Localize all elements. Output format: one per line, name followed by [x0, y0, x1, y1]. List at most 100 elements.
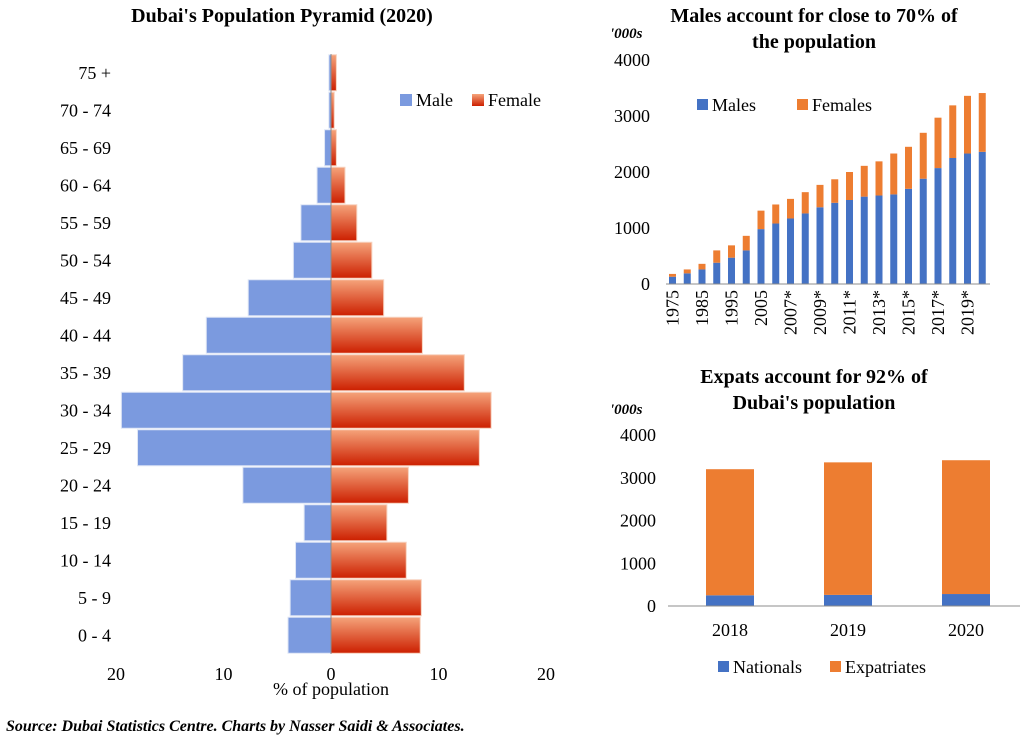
pyramid-female-bar [330, 616, 421, 654]
legend-female-label: Female [488, 90, 541, 110]
legend-females-label: Females [812, 95, 872, 115]
pyramid-age-label: 40 - 44 [60, 325, 111, 345]
ne-y-tick-label: 1000 [620, 553, 656, 573]
mf-males-bar [742, 250, 750, 284]
mf-males-bar [964, 153, 971, 284]
pyramid-age-label: 60 - 64 [60, 175, 111, 195]
pyramid-male-bar [182, 354, 332, 392]
pyramid-female-bar [330, 316, 423, 354]
mf-y-tick-label: 2000 [614, 162, 650, 182]
mf-x-tick-label: 2007* [781, 290, 801, 335]
pyramid-x-tick-label: 10 [430, 664, 448, 684]
pyramid-male-bar [137, 429, 332, 467]
mf-males-bar [787, 218, 794, 284]
ne-x-tick-label: 2020 [948, 620, 984, 640]
mf-bars [669, 93, 986, 284]
legend-males-swatch [697, 99, 708, 110]
ne-expatriates-bar [706, 469, 754, 596]
ne-y-tick-label: 4000 [620, 425, 656, 445]
mf-females-bar [698, 263, 706, 270]
mf-x-tick-label: 2011* [840, 290, 860, 334]
mf-males-bar [831, 202, 839, 284]
pyramid-female-bar [330, 241, 373, 279]
ne-unit-label: '000s [610, 402, 643, 418]
pyramid-female-bar [330, 504, 388, 542]
pyramid-male-bar [247, 279, 332, 317]
source-note: Source: Dubai Statistics Centre. Charts … [6, 718, 465, 735]
pyramid-male-bar [120, 391, 332, 429]
mf-females-bar [949, 105, 957, 158]
mf-females-bar [713, 250, 721, 263]
mf-females-bar [787, 198, 794, 219]
pyramid-age-label: 20 - 24 [60, 475, 111, 495]
pyramid-male-bar [242, 466, 332, 504]
pyramid-male-bar [292, 241, 332, 279]
pyramid-female-bar [330, 391, 492, 429]
mf-females-bar [875, 161, 883, 196]
mf-males-bar [713, 262, 721, 284]
pyramid-male-bar [289, 579, 332, 617]
ne-title-line-1: Expats account for 92% of [700, 366, 928, 388]
legend-female-swatch [472, 94, 484, 106]
pyramid-male-bar [300, 204, 332, 242]
pyramid-age-label: 35 - 39 [60, 363, 111, 383]
pyramid-female-bar [330, 129, 337, 167]
pyramid-x-ticks: 20 10 0 10 20 [107, 664, 555, 684]
pyramid-female-bar [330, 466, 409, 504]
mf-females-bar [919, 132, 927, 179]
pyramid-female-bar [330, 541, 407, 579]
mf-females-bar [978, 93, 986, 152]
ne-y-tick-label: 3000 [620, 468, 656, 488]
mf-x-tick-label: 1975 [663, 290, 683, 326]
pyramid-age-label: 5 - 9 [78, 588, 111, 608]
mf-x-tick-label: 2013* [869, 290, 889, 335]
mf-y-ticks: 0 1000 2000 3000 4000 [614, 50, 650, 294]
pyramid-legend: Male Female [400, 90, 541, 110]
pyramid-female-bar [330, 354, 465, 392]
ne-legend: Nationals Expatriates [718, 657, 926, 677]
ne-x-ticks: 2018 2019 2020 [712, 620, 984, 640]
mf-females-bar [801, 192, 809, 214]
mf-females-bar [905, 146, 912, 189]
mf-y-tick-label: 4000 [614, 50, 650, 70]
mf-females-bar [669, 273, 676, 277]
pyramid-age-label: 50 - 54 [60, 250, 111, 270]
mf-legend: Males Females [697, 95, 872, 115]
ne-title-line-2: Dubai's population [733, 392, 896, 414]
mf-males-bar [683, 273, 691, 284]
pyramid-female-bar [330, 429, 480, 467]
mf-y-tick-label: 1000 [614, 218, 650, 238]
legend-nationals-swatch [718, 661, 729, 672]
mf-x-ticks: 1975 1985 1995 2005 2007* 2009* 2011* 2013* 2015… [663, 290, 978, 335]
pyramid-female-bar [330, 166, 346, 204]
mf-x-tick-label: 1995 [722, 290, 742, 326]
legend-expatriates-label: Expatriates [845, 657, 926, 677]
pyramid-age-label: 70 - 74 [60, 100, 111, 120]
pyramid-female-bar [330, 579, 422, 617]
legend-nationals-label: Nationals [733, 657, 802, 677]
ne-bars [706, 460, 990, 606]
ne-nationals-bar [824, 594, 872, 606]
mf-males-bar [978, 151, 986, 284]
ne-x-tick-label: 2019 [830, 620, 866, 640]
mf-males-bar [934, 168, 942, 284]
mf-x-tick-label: 2015* [899, 290, 919, 335]
pyramid-age-label: 75 + [78, 63, 111, 83]
mf-males-bar [698, 269, 706, 284]
mf-females-bar [742, 235, 750, 251]
mf-males-bar [801, 213, 809, 284]
pyramid-male-bar [287, 616, 332, 654]
mf-females-bar [683, 269, 691, 274]
mf-females-bar [890, 153, 898, 195]
legend-females-swatch [797, 99, 808, 110]
mf-females-bar [964, 95, 971, 154]
mf-unit-label: '000s [610, 26, 643, 42]
pyramid-x-tick-label: 0 [327, 664, 336, 684]
mf-x-tick-label: 1985 [692, 290, 712, 326]
pyramid-age-label: 15 - 19 [60, 513, 111, 533]
mf-females-bar [816, 184, 824, 208]
pyramid-age-label: 55 - 59 [60, 213, 111, 233]
pyramid-x-tick-label: 20 [537, 664, 555, 684]
mf-y-tick-label: 0 [641, 274, 650, 294]
